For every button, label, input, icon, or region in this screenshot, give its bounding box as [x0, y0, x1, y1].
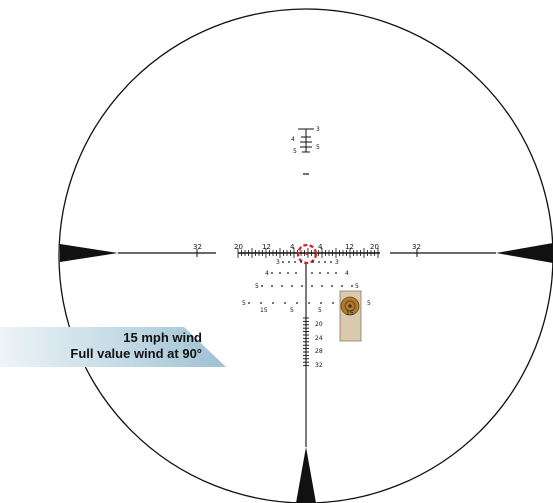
- windage-dot: [279, 272, 281, 274]
- windage-dot: [308, 302, 310, 304]
- label-left-20: 20: [234, 243, 243, 251]
- windage-dot: [311, 272, 313, 274]
- upper-ladder-label-r1: 3: [316, 126, 320, 133]
- target-marker-label: 15: [346, 310, 354, 317]
- windage-dot: [311, 285, 313, 287]
- windage-dot: [301, 285, 303, 287]
- label-right-4: 4: [318, 243, 323, 251]
- windage-dot: [260, 302, 262, 304]
- aim-point-dot: [305, 252, 309, 256]
- center-scale-ticks: [237, 248, 379, 258]
- label-outer-left-32: 32: [193, 243, 202, 251]
- windage-dot: [341, 285, 343, 287]
- windage-dot: [248, 302, 250, 304]
- windage-dot: [261, 285, 263, 287]
- upper-ladder-label-l1: 4: [291, 136, 295, 143]
- windage-dot: [332, 302, 334, 304]
- drop-ladder: [303, 317, 309, 367]
- row4-label-right: 5: [367, 300, 371, 307]
- windage-dot: [271, 272, 273, 274]
- row4-label-left: 5: [242, 300, 246, 307]
- windage-dot: [294, 261, 296, 263]
- windage-dot: [321, 285, 323, 287]
- windage-dot: [327, 272, 329, 274]
- windage-dot: [272, 302, 274, 304]
- windage-dot: [291, 285, 293, 287]
- windage-dot: [312, 261, 314, 263]
- row1-label-left: 3: [276, 259, 280, 266]
- label-right-12: 12: [345, 243, 354, 251]
- label-right-20: 20: [370, 243, 379, 251]
- windage-dot: [331, 285, 333, 287]
- label-left-4: 4: [290, 243, 295, 251]
- row2-label-right: 4: [345, 270, 349, 277]
- windage-dot: [288, 261, 290, 263]
- windage-dot: [300, 261, 302, 263]
- bottom-post: [296, 447, 316, 503]
- windage-dot: [284, 302, 286, 304]
- row1-label-right: 3: [335, 259, 339, 266]
- scope-field-of-view: [58, 8, 553, 503]
- windage-dot: [296, 302, 298, 304]
- windage-dot: [281, 285, 283, 287]
- left-post: [60, 244, 118, 262]
- row4-bottom-label-2: 5: [290, 307, 294, 314]
- drop-label-24: 24: [315, 335, 323, 342]
- wind-speed-text: 15 mph wind: [123, 330, 202, 345]
- windage-dot: [271, 285, 273, 287]
- drop-label-32: 32: [315, 362, 323, 369]
- wind-callout: 15 mph wind Full value wind at 90°: [0, 327, 226, 367]
- drop-label-20: 20: [315, 321, 323, 328]
- windage-dot: [319, 272, 321, 274]
- drop-label-28: 28: [315, 348, 323, 355]
- windage-dot: [351, 285, 353, 287]
- windage-dot-rows: [248, 261, 358, 304]
- upper-ladder-label-l2: 5: [293, 148, 297, 155]
- row4-bottom-label-3: 5: [318, 307, 322, 314]
- upper-ladder-label-r2: 5: [316, 144, 320, 151]
- row2-label-left: 4: [265, 270, 269, 277]
- label-left-12: 12: [262, 243, 271, 251]
- windage-dot: [330, 261, 332, 263]
- right-post: [496, 243, 553, 263]
- wind-angle-text: Full value wind at 90°: [70, 346, 202, 361]
- windage-dot: [295, 272, 297, 274]
- windage-dot: [287, 272, 289, 274]
- windage-dot: [282, 261, 284, 263]
- aim-point-circle: [296, 243, 318, 265]
- windage-dot: [324, 261, 326, 263]
- target-icon-center: [348, 304, 352, 308]
- row4-bottom-label-1: 15: [260, 307, 268, 314]
- wind-callout-background: [0, 327, 226, 367]
- windage-dot: [318, 261, 320, 263]
- windage-dot: [335, 272, 337, 274]
- upper-ladder: [298, 128, 314, 175]
- label-outer-right-32: 32: [412, 243, 421, 251]
- row3-label-right: 5: [355, 283, 359, 290]
- target-icon-inner-ring: [344, 300, 356, 312]
- windage-dot: [320, 302, 322, 304]
- row3-label-left: 5: [255, 283, 259, 290]
